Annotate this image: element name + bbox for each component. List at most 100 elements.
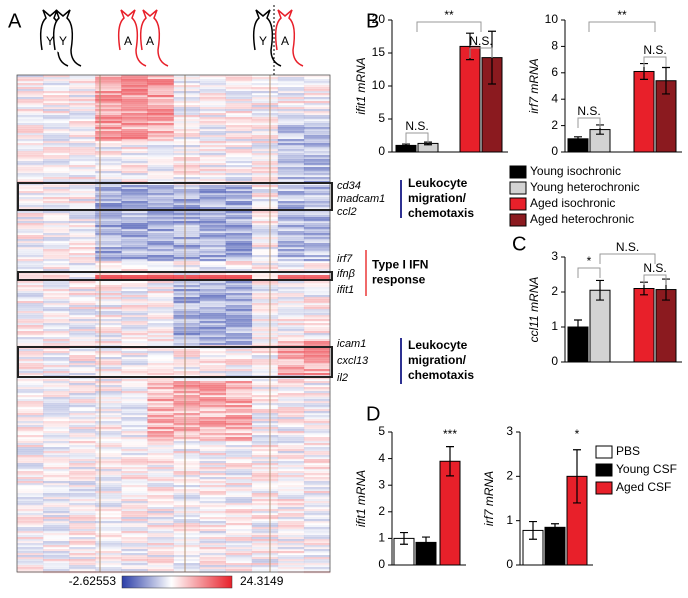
heatmap-cell [69, 267, 96, 270]
heatmap-cell [121, 411, 148, 414]
heatmap-cell [251, 87, 279, 90]
heatmap-cell [17, 521, 44, 524]
heatmap-cell [199, 451, 226, 454]
heatmap-cell [277, 95, 305, 98]
heatmap-cell [69, 513, 96, 516]
heatmap-cell [121, 97, 148, 100]
heatmap-cell [303, 133, 331, 136]
heatmap-cell [69, 355, 96, 358]
heatmap-cell [17, 457, 44, 460]
heatmap-cell [251, 337, 279, 340]
heatmap-cell [251, 273, 279, 276]
heatmap-cell [251, 325, 279, 328]
heatmap-cell [69, 413, 96, 416]
heatmap-cell [121, 551, 147, 553]
heatmap-cell [121, 163, 148, 166]
heatmap-cell [121, 237, 148, 240]
heatmap-cell [43, 555, 70, 558]
heatmap-cell [199, 517, 226, 520]
heatmap-cell [251, 283, 279, 286]
heatmap-cell [304, 523, 330, 525]
heatmap-cell [121, 387, 148, 390]
heatmap-cell [251, 219, 279, 222]
heatmap-cell [17, 561, 44, 564]
heatmap-cell [277, 263, 305, 266]
group-label: response [372, 273, 426, 287]
heatmap-cell [17, 363, 44, 366]
heatmap-cell [147, 533, 174, 536]
heatmap-cell [173, 329, 200, 332]
heatmap-cell [121, 425, 148, 428]
heatmap-cell [278, 459, 304, 461]
heatmap-cell [95, 121, 122, 124]
heatmap-cell [277, 453, 305, 456]
heatmap-cell [69, 441, 96, 444]
heatmap-cell [251, 227, 279, 230]
heatmap-cell [225, 353, 253, 356]
heatmap-cell [95, 215, 122, 218]
heatmap-cell [17, 467, 44, 470]
heatmap-cell [147, 199, 174, 202]
heatmap-cell [95, 393, 122, 396]
heatmap-cell [69, 191, 96, 194]
heatmap-cell [277, 223, 305, 226]
heatmap-cell [147, 79, 174, 82]
heatmap-cell [199, 211, 226, 214]
heatmap-cell [69, 317, 96, 320]
heatmap-cell [199, 127, 226, 130]
heatmap-cell [303, 143, 331, 146]
heatmap-cell [17, 125, 44, 128]
heatmap-cell [17, 171, 44, 174]
gene-label: il2 [337, 372, 348, 384]
heatmap-cell [95, 339, 122, 342]
heatmap-cell [17, 215, 44, 218]
heatmap-cell [303, 169, 331, 172]
heatmap-cell [17, 503, 44, 506]
heatmap-cell [277, 79, 305, 82]
heatmap-cell [147, 541, 174, 544]
heatmap-cell [199, 79, 226, 82]
heatmap-cell [147, 287, 174, 290]
heatmap-cell [277, 211, 305, 214]
heatmap-cell [69, 231, 96, 234]
heatmap-cell [69, 377, 96, 380]
heatmap-cell [199, 367, 226, 370]
heatmap-cell [95, 409, 122, 412]
heatmap-cell [43, 129, 70, 132]
heatmap-cell [121, 109, 148, 112]
gene-label: ccl2 [337, 206, 357, 218]
heatmap-cell [303, 223, 331, 226]
heatmap-cell [199, 497, 226, 500]
heatmap-cell [199, 337, 226, 340]
heatmap-cell [95, 83, 122, 86]
heatmap-cell [251, 151, 279, 154]
heatmap-cell [251, 83, 279, 86]
heatmap-cell [225, 125, 253, 128]
heatmap-cell [43, 421, 70, 424]
heatmap-cell [199, 173, 226, 176]
heatmap-cell [95, 75, 122, 78]
heatmap-cell [147, 213, 174, 216]
heatmap-cell [147, 493, 173, 495]
heatmap-cell [121, 99, 148, 102]
heatmap-cell [303, 131, 331, 134]
heatmap-cell [147, 125, 174, 128]
heatmap-cell [147, 527, 174, 530]
y-tick-label: 3 [378, 477, 385, 491]
heatmap-cell [278, 569, 304, 571]
heatmap-cell [251, 247, 279, 250]
heatmap-cell [95, 325, 121, 327]
heatmap-cell [173, 533, 200, 536]
heatmap-cell [147, 337, 174, 340]
heatmap-cell [147, 365, 174, 368]
heatmap-cell [251, 105, 279, 108]
heatmap-cell [225, 135, 253, 138]
heatmap-cell [277, 283, 305, 286]
heatmap-cell [277, 561, 305, 564]
heatmap-cell [17, 281, 44, 284]
heatmap-cell [95, 523, 121, 525]
heatmap-cell [69, 339, 96, 342]
heatmap-cell [147, 115, 174, 118]
heatmap-cell [95, 549, 121, 551]
heatmap-cell [43, 363, 70, 366]
